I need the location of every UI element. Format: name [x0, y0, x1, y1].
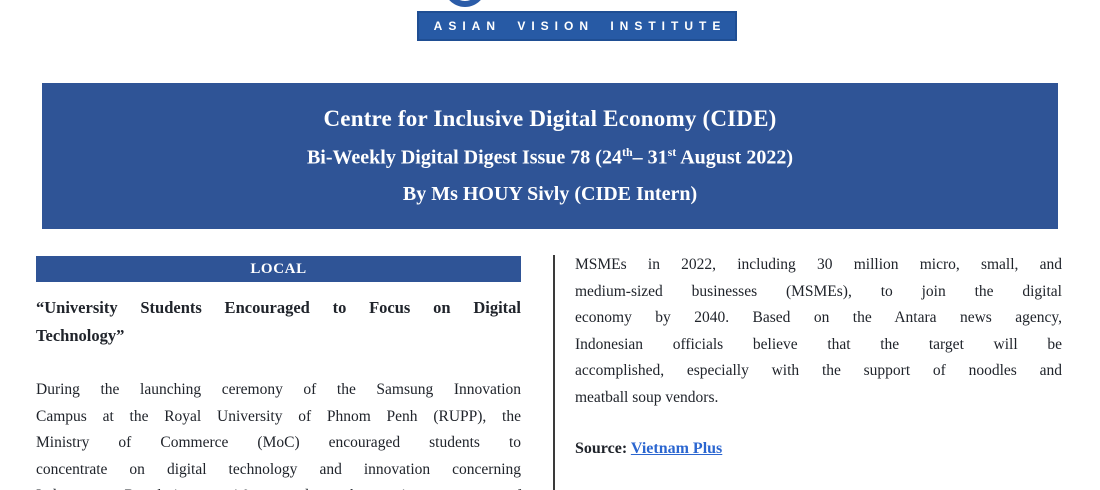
source-link-vietnam-plus[interactable]: Vietnam Plus	[630, 440, 723, 457]
newsletter-byline: By Ms HOUY Sivly (CIDE Intern)	[402, 182, 698, 205]
section-header-local: LOCAL	[36, 256, 521, 282]
body-line: economy by 2040. Based on the Antara new…	[575, 309, 1062, 326]
body-line: meatball soup vendors.	[575, 388, 719, 406]
source-label: Source:	[575, 440, 631, 457]
institute-banner: ASIAN VISION INSTITUTE	[417, 11, 737, 41]
source-line: Source: Vietnam Plus	[575, 436, 1062, 463]
body-line: medium-sized businesses (MSMEs), to join…	[575, 282, 1062, 300]
body-line: Indonesian officials believe that the ta…	[575, 335, 1062, 353]
article-headline: “University Students Encouraged to Focus…	[36, 294, 521, 350]
institute-banner-text: ASIAN VISION INSTITUTE	[433, 19, 727, 33]
headline-line: Technology”	[36, 326, 125, 345]
body-line: During the launching ceremony of the Sam…	[36, 381, 521, 398]
body-line: concentrate on digital technology and in…	[36, 460, 521, 478]
avi-logo-icon	[443, 0, 487, 7]
article-body-right: MSMEs in 2022, including 30 million micr…	[575, 252, 1062, 463]
article-body-left: During the launching ceremony of the Sam…	[36, 377, 521, 490]
newsletter-title: Centre for Inclusive Digital Economy (CI…	[323, 106, 777, 132]
body-line: Ministry of Commerce (MoC) encouraged st…	[36, 434, 521, 451]
newsletter-header: Centre for Inclusive Digital Economy (CI…	[42, 83, 1058, 229]
body-line: Campus at the Royal University of Phnom …	[36, 407, 521, 425]
headline-line: “University Students Encouraged to Focus…	[36, 298, 521, 317]
section-header-local-label: LOCAL	[250, 260, 307, 277]
column-divider	[553, 255, 555, 490]
body-line: accomplished, especially with the suppor…	[575, 362, 1062, 379]
body-line: Industry Revolution 4.0 and the importan…	[36, 483, 521, 490]
newsletter-subtitle: Bi-Weekly Digital Digest Issue 78 (24th–…	[306, 145, 794, 169]
body-line: MSMEs in 2022, including 30 million micr…	[575, 256, 1062, 273]
